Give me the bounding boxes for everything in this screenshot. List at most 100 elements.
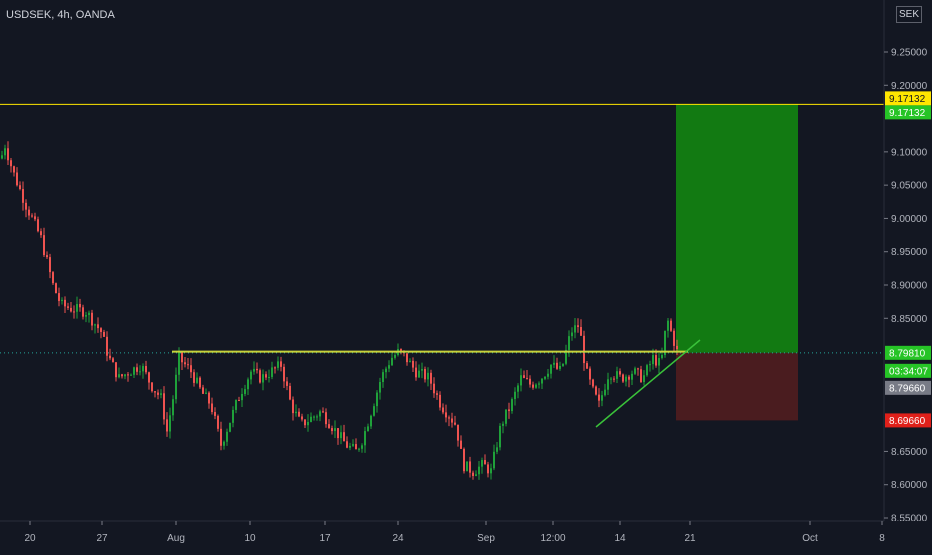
price-tag-label: 8.69660 bbox=[889, 416, 926, 427]
candle-body bbox=[514, 391, 516, 400]
candle-body bbox=[151, 382, 153, 392]
candle bbox=[328, 419, 330, 429]
candle-body bbox=[181, 352, 183, 363]
candle bbox=[367, 423, 369, 432]
price-tag-label: 8.79660 bbox=[889, 383, 926, 394]
x-tick-label: Oct bbox=[802, 533, 818, 544]
countdown-box bbox=[885, 363, 931, 378]
candle bbox=[370, 414, 372, 430]
candle-body bbox=[199, 377, 201, 388]
candle-body bbox=[334, 428, 336, 432]
currency-badge-label: SEK bbox=[898, 9, 919, 20]
candle-body bbox=[355, 444, 357, 450]
candle-body bbox=[430, 372, 432, 384]
candle-body bbox=[112, 358, 114, 363]
candle bbox=[70, 301, 72, 313]
candle bbox=[205, 388, 207, 395]
candle-body bbox=[244, 389, 246, 394]
candle-body bbox=[592, 379, 594, 387]
y-tick-label: 9.05000 bbox=[891, 181, 928, 192]
candle-body bbox=[448, 417, 450, 419]
candle-body bbox=[571, 332, 573, 337]
candle bbox=[184, 357, 186, 368]
candle-body bbox=[307, 421, 309, 426]
candle bbox=[61, 297, 63, 305]
candle-body bbox=[148, 372, 150, 383]
countdown-tag: 03:34:07 bbox=[885, 363, 931, 378]
candle bbox=[616, 366, 618, 383]
candle bbox=[160, 389, 162, 399]
candle-body bbox=[70, 307, 72, 312]
candle bbox=[286, 377, 288, 391]
currency-badge[interactable]: SEK bbox=[896, 6, 922, 23]
candle bbox=[151, 382, 153, 393]
candle bbox=[586, 360, 588, 370]
candle bbox=[634, 366, 636, 375]
candle-body bbox=[595, 386, 597, 395]
candle-body bbox=[496, 447, 498, 452]
candle-body bbox=[34, 216, 36, 220]
candle bbox=[34, 212, 36, 222]
candle-body bbox=[118, 374, 120, 378]
candle bbox=[187, 357, 189, 370]
candle bbox=[481, 457, 483, 474]
candle bbox=[145, 360, 147, 375]
candle bbox=[10, 157, 12, 173]
price-tag-label: 9.17132 bbox=[889, 94, 926, 105]
candle-body bbox=[508, 409, 510, 412]
candle bbox=[19, 181, 21, 191]
candle-body bbox=[295, 411, 297, 414]
x-tick-label: 21 bbox=[684, 533, 696, 544]
candle-body bbox=[139, 371, 141, 373]
candle bbox=[25, 199, 27, 218]
candle bbox=[112, 356, 114, 363]
candle bbox=[601, 390, 603, 407]
candle-body bbox=[319, 411, 321, 417]
candle bbox=[394, 351, 396, 360]
candle-body bbox=[166, 419, 168, 432]
candle-body bbox=[136, 367, 138, 372]
candle-body bbox=[193, 372, 195, 383]
candle-body bbox=[577, 325, 579, 328]
candle-body bbox=[406, 353, 408, 363]
x-tick-label: 10 bbox=[244, 533, 256, 544]
candle-body bbox=[391, 357, 393, 366]
candle bbox=[517, 383, 519, 399]
candle-body bbox=[478, 466, 480, 475]
candle-body bbox=[268, 376, 270, 378]
candle-body bbox=[394, 354, 396, 358]
candle bbox=[637, 367, 639, 376]
candle-body bbox=[373, 406, 375, 416]
candle bbox=[673, 328, 675, 352]
candle bbox=[247, 377, 249, 396]
price-tag-gray: 8.79660 bbox=[885, 380, 931, 395]
candle-body bbox=[337, 428, 339, 439]
candle bbox=[622, 373, 624, 384]
candle-body bbox=[322, 411, 324, 413]
candle-body bbox=[367, 426, 369, 432]
candle bbox=[598, 388, 600, 408]
candle-body bbox=[421, 369, 423, 371]
candle bbox=[592, 378, 594, 389]
candle bbox=[349, 442, 351, 451]
candle-body bbox=[298, 411, 300, 417]
candle-body bbox=[46, 255, 48, 258]
candle-body bbox=[451, 418, 453, 423]
candle-body bbox=[97, 324, 99, 329]
candle-body bbox=[346, 441, 348, 448]
candle-body bbox=[331, 428, 333, 432]
candle bbox=[199, 376, 201, 389]
candle bbox=[295, 404, 297, 417]
candle bbox=[643, 370, 645, 386]
candle bbox=[505, 409, 507, 427]
candle bbox=[271, 361, 273, 380]
candle-body bbox=[385, 368, 387, 373]
candle bbox=[529, 375, 531, 388]
candle bbox=[502, 421, 504, 434]
candle-body bbox=[601, 395, 603, 401]
candle-body bbox=[457, 424, 459, 441]
candle bbox=[31, 213, 33, 218]
candle bbox=[154, 390, 156, 398]
candle-body bbox=[664, 330, 666, 355]
